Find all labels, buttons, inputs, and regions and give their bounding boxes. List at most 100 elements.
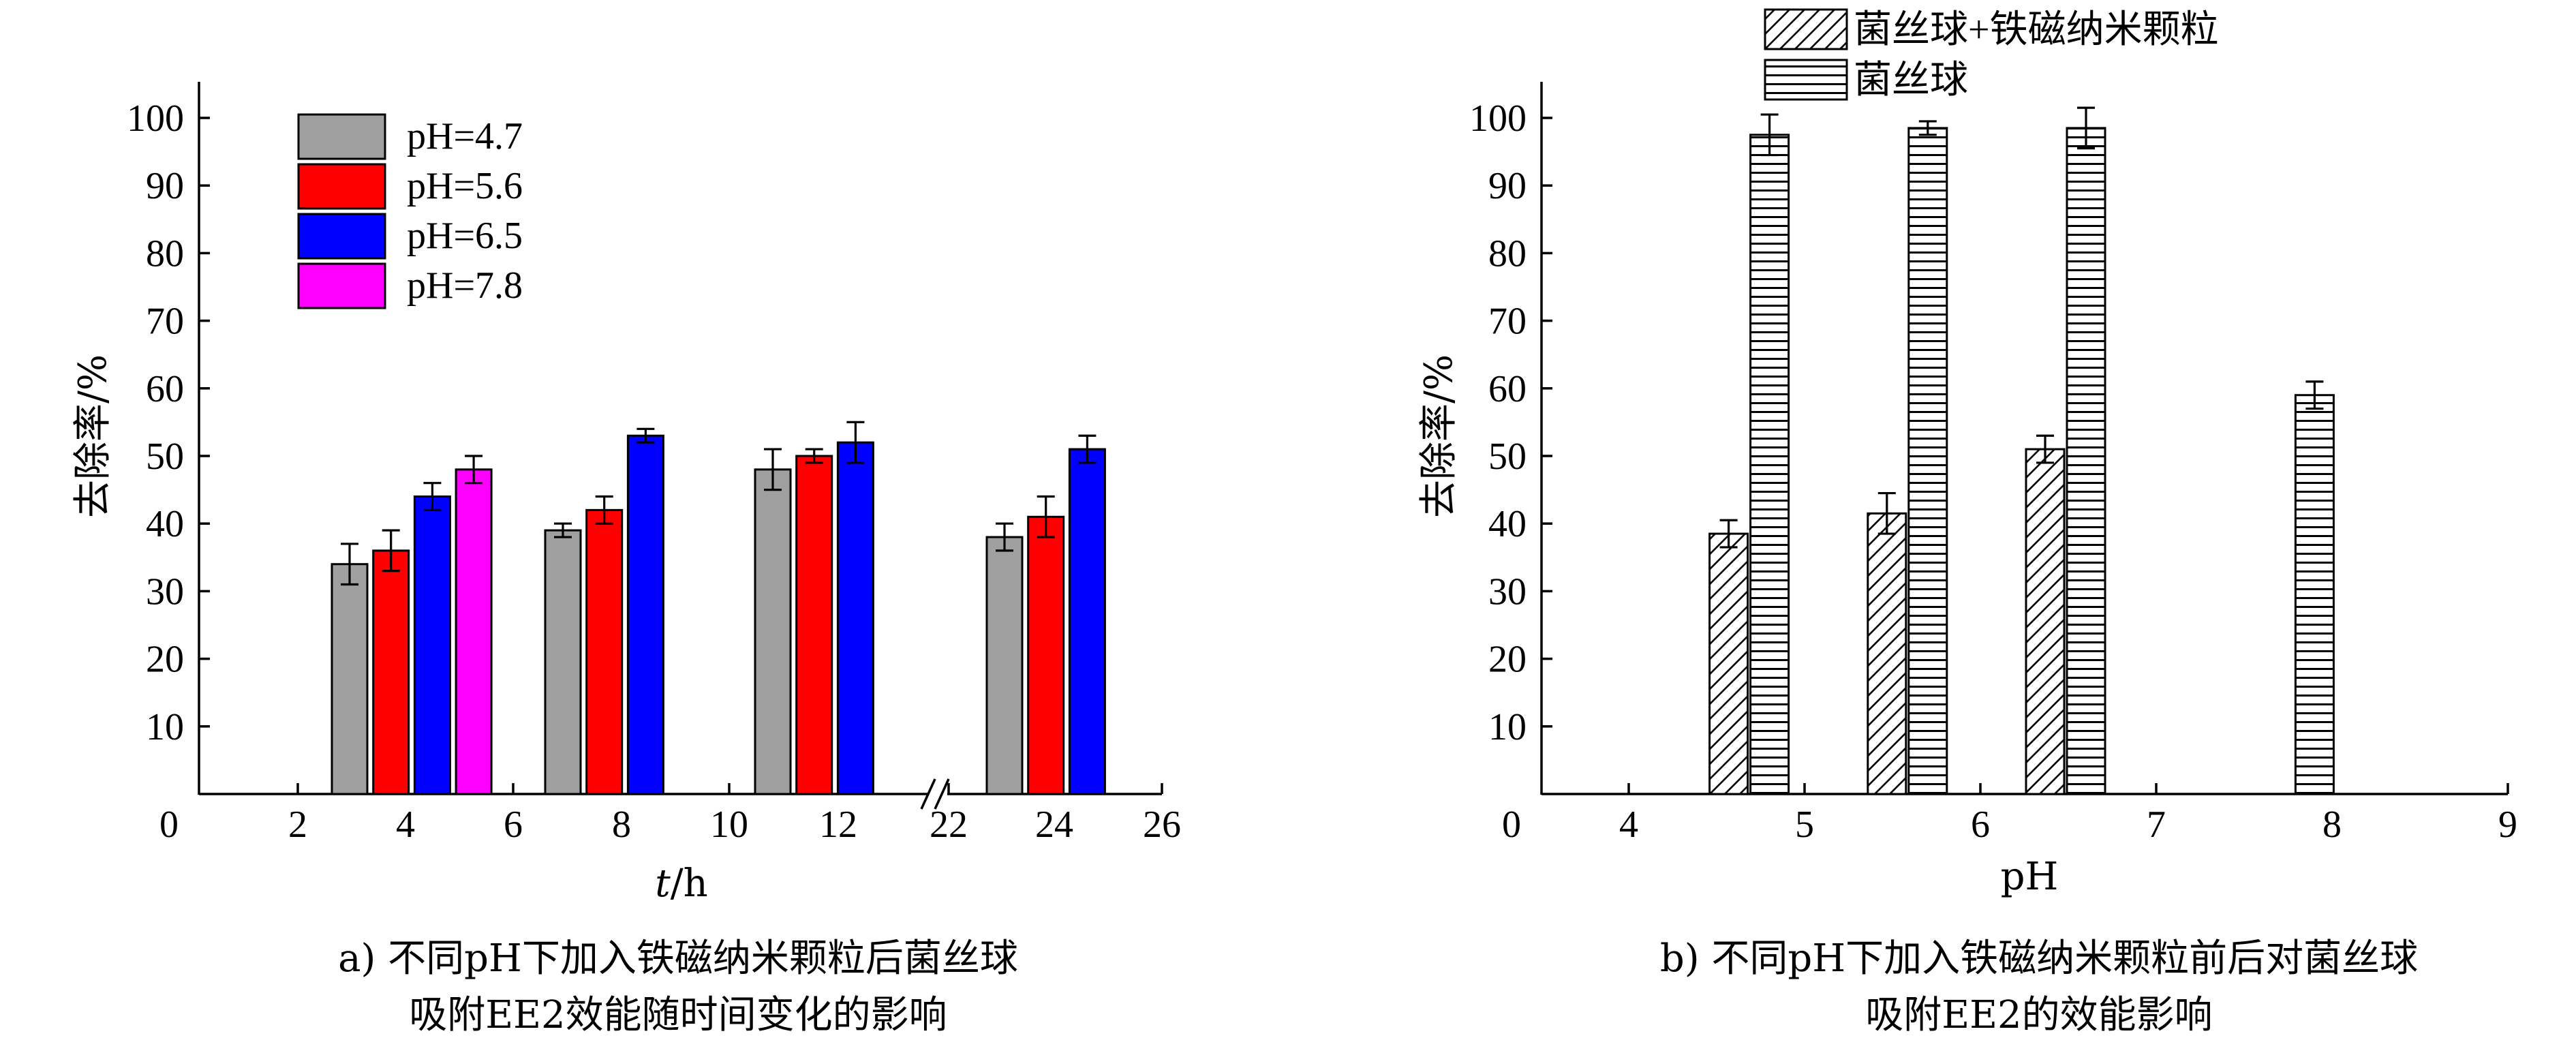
chart-a-x-tick-label: 2 bbox=[288, 804, 307, 846]
chart-b-error-bar bbox=[1760, 113, 1779, 157]
chart-a-bar-pH=4.7-24 bbox=[985, 536, 1024, 795]
chart-b-error-bar bbox=[1719, 519, 1738, 549]
chart-b-y-tick-label: 80 bbox=[1488, 232, 1527, 275]
chart-b-bar-菌丝球-6.5 bbox=[2066, 127, 2106, 795]
chart-a-bar-pH=4.7-12 bbox=[754, 468, 792, 795]
chart-a-error-bar bbox=[465, 455, 483, 485]
chart-a-bar-pH=6.5-12 bbox=[836, 441, 874, 795]
chart-b-error-bar bbox=[2305, 380, 2324, 410]
chart-a-y-tick-label: 50 bbox=[146, 436, 184, 478]
chart-b-y-tick-label: 40 bbox=[1488, 503, 1527, 545]
chart-b-x-tick-label: 7 bbox=[2147, 804, 2166, 846]
chart-a-legend: pH=4.7 pH=5.6 pH=6.5 pH=7.8 bbox=[297, 113, 523, 309]
chart-a-caption-line-1: a) 不同pH下加入铁磁纳米颗粒后菌丝球 bbox=[338, 936, 1018, 981]
chart-b-legend-label: 菌丝球+铁磁纳米颗粒 bbox=[1854, 9, 2219, 51]
chart-b-y-tick-label: 20 bbox=[1488, 639, 1527, 681]
chart-b-y-tick-label: 50 bbox=[1488, 436, 1527, 478]
chart-b-bar-菌丝球-5.6 bbox=[1907, 127, 1948, 795]
chart-a-bars bbox=[331, 421, 1106, 795]
chart-b-x-tick-label: 6 bbox=[1971, 804, 1990, 846]
chart-a-y-axis-label: 去除率/% bbox=[71, 354, 115, 518]
chart-b-y-tick-label: 10 bbox=[1488, 706, 1527, 748]
chart-a-y-tick-label: 10 bbox=[146, 706, 184, 748]
chart-a-error-bar bbox=[996, 522, 1013, 552]
chart-b-y-tick-label: 60 bbox=[1488, 368, 1527, 410]
chart-a-bar-pH=5.6-12 bbox=[795, 455, 833, 795]
chart-a-y-tick-label: 80 bbox=[146, 232, 184, 275]
chart-a-bar-pH=5.6-8 bbox=[585, 508, 624, 795]
chart-b-caption-line-1: b) 不同pH下加入铁磁纳米颗粒前后对菌丝球 bbox=[1660, 936, 2418, 981]
chart-a-bar-pH=5.6-4 bbox=[372, 549, 410, 795]
chart-a-error-bar bbox=[637, 427, 655, 444]
chart-a-error-bar bbox=[595, 495, 613, 525]
chart-b-y-axis-label: 去除率/% bbox=[1417, 354, 1461, 518]
chart-b-bar-菌丝球-4.7 bbox=[1749, 134, 1790, 795]
chart-a-bar-pH=5.6-24 bbox=[1027, 515, 1065, 795]
chart-a-y-tick-label: 30 bbox=[146, 570, 184, 613]
chart-b-bar-菌丝球-7.8 bbox=[2294, 394, 2335, 795]
chart-a-axis-break-slash-2 bbox=[934, 778, 950, 810]
chart-a-legend-swatch bbox=[297, 213, 386, 260]
chart-a-y-tick-label: 70 bbox=[146, 301, 184, 343]
chart-b-error-bar bbox=[2077, 106, 2095, 150]
chart-a-legend-label: pH=6.5 bbox=[407, 215, 523, 257]
chart-a-legend-swatch bbox=[297, 113, 386, 160]
chart-b-error-bar bbox=[1877, 491, 1896, 535]
chart-a-bar-pH=6.5-4 bbox=[413, 495, 451, 795]
chart-b-legend-label: 菌丝球 bbox=[1854, 59, 1968, 102]
chart-a-x-tick-label: 4 bbox=[396, 804, 415, 846]
chart-a-y-tick-label: 20 bbox=[146, 639, 184, 681]
chart-a-x-tick-label: 12 bbox=[819, 804, 857, 846]
chart-a-x-axis-label-var: t bbox=[655, 861, 671, 906]
chart-a-bar-pH=4.7-4 bbox=[331, 563, 369, 795]
chart-a-bar-pH=7.8-4 bbox=[455, 468, 493, 795]
chart-a-axis-break-mark bbox=[920, 778, 950, 810]
chart-b-x-axis-label: pH bbox=[2001, 855, 2059, 899]
chart-a-y-tick-label: 90 bbox=[146, 165, 184, 207]
chart-b-bar-菌丝球+铁磁纳米颗粒-4.7 bbox=[1708, 532, 1749, 795]
chart-a-bar-pH=4.7-8 bbox=[544, 529, 582, 795]
chart-a-error-bar bbox=[554, 522, 572, 538]
chart-a-y-tick-label: 60 bbox=[146, 368, 184, 410]
chart-b-y-tick-label: 90 bbox=[1488, 165, 1527, 207]
chart-a-x-origin-label: 0 bbox=[159, 804, 179, 846]
chart-b-bars bbox=[1708, 106, 2335, 795]
chart-a-error-bar bbox=[805, 448, 823, 464]
chart-a-x-tick-label: 8 bbox=[612, 804, 631, 846]
chart-a-legend-label: pH=7.8 bbox=[407, 264, 523, 307]
chart-b-legend-swatch bbox=[1764, 8, 1848, 50]
chart-a-error-bar bbox=[341, 543, 358, 586]
chart-a-legend-swatch bbox=[297, 262, 386, 309]
chart-b-caption-line-2: 吸附EE2的效能影响 bbox=[1865, 993, 2212, 1037]
chart-b-error-bar bbox=[2036, 434, 2054, 464]
chart-a-x-axis-label-unit: /h bbox=[671, 861, 708, 906]
chart-a-x-tick-label: 6 bbox=[504, 804, 523, 846]
chart-b-x-tick-label: 8 bbox=[2322, 804, 2342, 846]
chart-b-y-tick-label: 70 bbox=[1488, 301, 1527, 343]
chart-a-bar-pH=6.5-24 bbox=[1068, 448, 1106, 795]
chart-a-y-tick-label: 100 bbox=[127, 97, 184, 140]
chart-a-legend-label: pH=4.7 bbox=[407, 115, 523, 157]
chart-a-error-bar bbox=[846, 421, 865, 464]
chart-a-x-tick-label: 26 bbox=[1143, 804, 1181, 846]
chart-a-x-tick-label: 24 bbox=[1035, 804, 1073, 846]
chart-b-x-tick-label: 9 bbox=[2498, 804, 2517, 846]
chart-b-y-tick-label: 30 bbox=[1488, 570, 1527, 613]
chart-b-x-origin-label: 0 bbox=[1502, 804, 1521, 846]
chart-a-caption-line-2: 吸附EE2效能随时间变化的影响 bbox=[409, 993, 947, 1037]
chart-a-x-tick-label: 22 bbox=[930, 804, 968, 846]
chart-a-legend-label: pH=5.6 bbox=[407, 165, 523, 207]
chart-b-axes: 10 20 30 40 50 60 70 80 90 100 0 4 5 6 7 8 9 bbox=[1469, 82, 2517, 846]
chart-b-bar-菌丝球+铁磁纳米颗粒-6.5 bbox=[2025, 448, 2066, 795]
chart-a-x-tick-label: 10 bbox=[710, 804, 748, 846]
chart-a-error-bar bbox=[764, 448, 782, 491]
chart-a-y-tick-label: 40 bbox=[146, 503, 184, 545]
chart-a-legend-swatch bbox=[297, 163, 386, 210]
chart-a-error-bar bbox=[1078, 434, 1097, 464]
chart-b-bar-菌丝球+铁磁纳米颗粒-5.6 bbox=[1867, 512, 1907, 795]
chart-b-y-tick-label: 100 bbox=[1469, 97, 1527, 140]
